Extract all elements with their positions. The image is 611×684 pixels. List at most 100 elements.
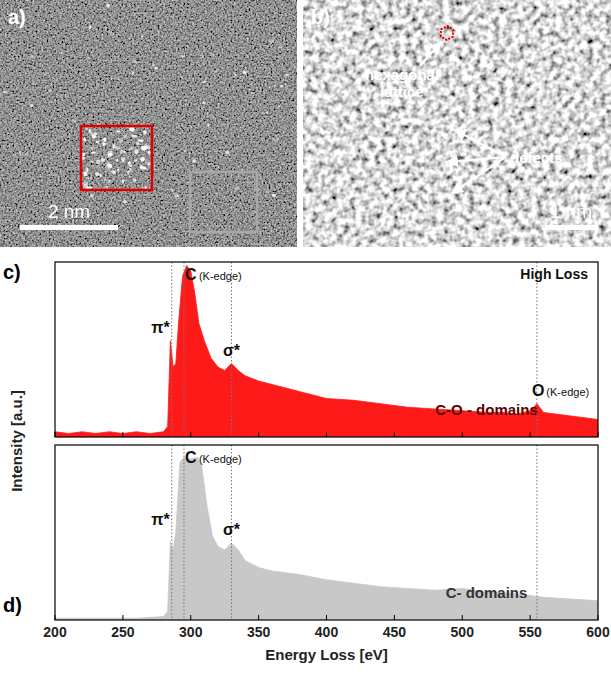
frame (55, 262, 598, 437)
edge-label: σ* (223, 521, 241, 538)
arrow (455, 130, 506, 157)
x-tick (598, 615, 599, 620)
bright-spot (51, 139, 53, 143)
bright-spot (112, 171, 115, 174)
bright-spot (117, 78, 120, 80)
bright-spot (123, 151, 126, 153)
x-tick (326, 432, 327, 437)
bright-spot (132, 60, 137, 63)
bright-spot (131, 135, 137, 137)
edge-label: C (185, 266, 197, 283)
bright-spot (272, 194, 276, 197)
bright-spot (30, 103, 33, 107)
panel-label: c) (3, 261, 21, 283)
bright-spot (89, 25, 92, 29)
bright-spot (121, 157, 126, 162)
bright-spot (94, 132, 97, 135)
bright-spot (129, 147, 134, 149)
bright-spot (86, 168, 88, 172)
x-tick (530, 432, 531, 437)
edge-label: π* (151, 319, 170, 336)
reference-line (183, 445, 184, 620)
x-tick (258, 432, 259, 437)
bright-spot (127, 170, 130, 174)
annotation: hexagonallattice (365, 66, 439, 100)
bright-spot (266, 112, 268, 114)
reference-line (536, 445, 537, 620)
bright-spot (95, 172, 100, 176)
bright-spot (91, 147, 93, 150)
bright-spot (192, 159, 195, 162)
x-tick-label: 450 (383, 624, 407, 640)
bright-spot (107, 164, 113, 169)
gray-box (190, 172, 257, 232)
bright-spot (202, 102, 206, 104)
bright-spot (140, 35, 144, 38)
bright-spot (3, 91, 8, 93)
bright-spot (71, 120, 76, 122)
bright-spot (140, 165, 144, 169)
bright-spot (147, 145, 150, 149)
panel-label: b) (311, 6, 330, 28)
image-texture (0, 0, 297, 247)
bright-spot (122, 180, 125, 183)
bright-spot (269, 39, 274, 43)
bright-spot (115, 146, 121, 149)
image-bg (303, 0, 611, 247)
edge-label: C (185, 449, 197, 466)
bright-spot (103, 138, 106, 142)
bright-spot (19, 151, 21, 155)
edge-sublabel: (K-edge) (199, 270, 242, 282)
bright-spot (100, 174, 102, 177)
series-label: C- domains (446, 584, 528, 601)
spectrum-area (55, 266, 598, 438)
bright-spot (234, 74, 237, 76)
bright-spot (226, 151, 230, 154)
x-tick (122, 615, 123, 620)
bright-spot (13, 154, 17, 156)
arrow (447, 157, 506, 162)
hexagon (441, 26, 453, 40)
bright-spot (251, 92, 254, 94)
bright-spot (265, 190, 270, 193)
x-tick (55, 615, 56, 620)
bright-spot (107, 153, 112, 156)
bright-spot (202, 55, 204, 58)
edge-sublabel: (K-edge) (199, 453, 242, 465)
bright-spot (83, 137, 85, 141)
bright-spot (91, 152, 96, 154)
bright-spot (96, 160, 101, 164)
bright-spot (128, 164, 132, 167)
arrow (452, 157, 506, 193)
bright-spot (98, 84, 100, 87)
figure: a)2 nmb)hexagonallatticedefects1 nmC-O -… (0, 0, 611, 684)
spectrum-area (55, 457, 598, 620)
bright-spot (180, 55, 185, 57)
x-tick (394, 432, 395, 437)
spectrum-panel: C-O - domainsπ*C(K-edge)σ*O(K-edge)High … (3, 261, 598, 437)
bright-spot (132, 71, 134, 75)
bright-spot (30, 55, 35, 59)
bright-spot (89, 129, 92, 133)
bright-spot (151, 64, 155, 66)
bright-spot (124, 134, 128, 138)
bright-spot (143, 130, 146, 134)
bright-spot (134, 159, 137, 162)
x-tick (462, 432, 463, 437)
bright-spot (120, 150, 123, 155)
annotation: defects (510, 149, 563, 166)
bright-spot (171, 189, 173, 192)
plot-area (55, 266, 598, 438)
panel-label: d) (3, 594, 22, 616)
bright-spot (103, 143, 105, 146)
bright-spot (140, 157, 144, 162)
x-tick (190, 615, 191, 620)
bright-spot (180, 76, 183, 79)
edge-sublabel: (K-edge) (546, 386, 589, 398)
edge-label: σ* (223, 342, 241, 359)
x-tick-label: 600 (586, 624, 610, 640)
bright-spot (112, 196, 114, 198)
bright-spot (87, 187, 93, 189)
bright-spot (280, 85, 283, 87)
reference-line (171, 262, 172, 437)
